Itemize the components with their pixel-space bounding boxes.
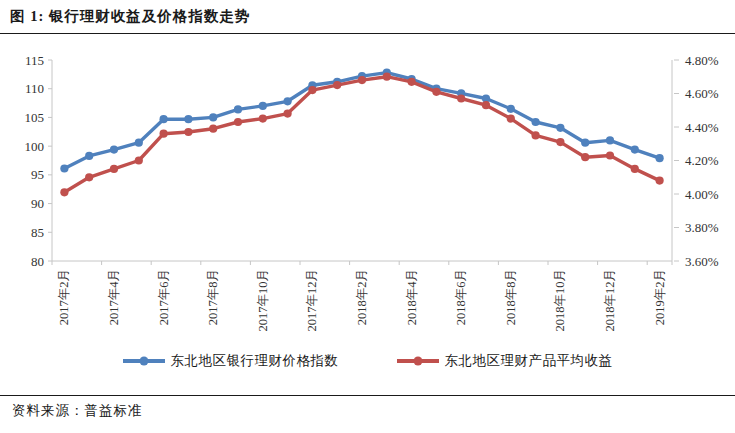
series-marker-0	[60, 164, 68, 172]
left-axis-tick-label: 80	[31, 254, 44, 269]
title-divider	[0, 33, 735, 34]
series-marker-1	[358, 76, 366, 84]
series-marker-1	[482, 101, 490, 109]
x-axis-tick-label: 2018年4月	[405, 269, 419, 325]
series-marker-0	[209, 113, 217, 121]
series-line-0	[64, 73, 659, 169]
legend-line-dot-marker-blue	[123, 359, 165, 363]
footer-divider	[0, 395, 735, 396]
series-marker-1	[308, 86, 316, 94]
left-axis-tick-label: 90	[31, 196, 44, 211]
x-axis-tick-label: 2017年10月	[256, 269, 270, 332]
series-marker-0	[234, 105, 242, 113]
series-marker-0	[606, 136, 614, 144]
series-marker-1	[556, 138, 564, 146]
left-axis-tick-label: 115	[25, 53, 44, 68]
series-marker-0	[556, 124, 564, 132]
report-figure: 图 1: 银行理财收益及价格指数走势 80 85 90 95 100 105 110 115 3…	[0, 0, 735, 433]
series-marker-1	[60, 188, 68, 196]
series-marker-1	[284, 110, 292, 118]
chart-legend: 东北地区银行理财价格指数 东北地区理财产品平均收益	[0, 352, 735, 370]
legend-label-average-yield: 东北地区理财产品平均收益	[445, 352, 613, 370]
series-marker-0	[184, 115, 192, 123]
right-axis-tick-label: 4.40%	[685, 120, 719, 135]
left-axis-tick-label: 85	[31, 225, 44, 240]
right-axis-tick-label: 4.80%	[685, 53, 719, 68]
series-marker-0	[259, 102, 267, 110]
right-axis-tick-label: 4.20%	[685, 153, 719, 168]
series-marker-1	[457, 94, 465, 102]
series-marker-1	[507, 115, 515, 123]
x-axis-tick-label: 2017年6月	[157, 269, 171, 325]
series-marker-0	[110, 146, 118, 154]
legend-item-price-index: 东北地区银行理财价格指数	[123, 352, 339, 370]
series-marker-0	[581, 139, 589, 147]
series-marker-1	[110, 165, 118, 173]
x-axis-tick-label: 2017年4月	[107, 269, 121, 325]
series-marker-1	[135, 156, 143, 164]
series-marker-0	[160, 115, 168, 123]
series-marker-1	[581, 153, 589, 161]
series-marker-1	[184, 128, 192, 136]
right-axis-tick-label: 3.80%	[685, 220, 719, 235]
series-marker-0	[507, 105, 515, 113]
left-axis-tick-label: 95	[31, 167, 44, 182]
series-marker-0	[631, 146, 639, 154]
x-axis-tick-label: 2019年2月	[653, 269, 667, 325]
right-axis-tick-label: 4.60%	[685, 86, 719, 101]
series-marker-0	[284, 97, 292, 105]
x-axis-tick-label: 2017年12月	[305, 269, 319, 332]
series-marker-1	[85, 173, 93, 181]
x-axis-tick-label: 2018年2月	[355, 269, 369, 325]
x-axis-tick-label: 2018年6月	[454, 269, 468, 325]
series-marker-1	[209, 125, 217, 133]
left-axis-tick-label: 100	[25, 139, 45, 154]
series-marker-1	[383, 73, 391, 81]
series-marker-1	[532, 131, 540, 139]
x-axis-tick-label: 2017年2月	[57, 269, 71, 325]
x-axis-tick-label: 2018年8月	[504, 269, 518, 325]
legend-item-average-yield: 东北地区理财产品平均收益	[397, 352, 613, 370]
series-marker-1	[234, 118, 242, 126]
figure-title: 图 1: 银行理财收益及价格指数走势	[10, 7, 250, 26]
series-marker-1	[160, 130, 168, 138]
line-chart: 80 85 90 95 100 105 110 115 3.60% 3.80% 4.00% 4.20%…	[0, 40, 735, 352]
legend-label-price-index: 东北地区银行理财价格指数	[171, 352, 339, 370]
series-marker-1	[408, 78, 416, 86]
x-axis-tick-label: 2017年8月	[206, 269, 220, 325]
series-marker-1	[432, 88, 440, 96]
left-axis-tick-label: 105	[25, 110, 45, 125]
x-axis-tick-label: 2018年12月	[603, 269, 617, 332]
x-axis-tick-label: 2018年10月	[553, 269, 567, 332]
series-marker-1	[333, 81, 341, 89]
series-marker-1	[259, 115, 267, 123]
series-marker-0	[135, 139, 143, 147]
series-marker-1	[606, 151, 614, 159]
right-axis-tick-label: 3.60%	[685, 254, 719, 269]
series-marker-0	[656, 154, 664, 162]
legend-line-dot-marker-red	[397, 359, 439, 363]
series-marker-1	[631, 165, 639, 173]
left-axis-tick-label: 110	[25, 81, 44, 96]
right-axis-tick-label: 4.00%	[685, 187, 719, 202]
series-marker-1	[656, 177, 664, 185]
series-marker-0	[532, 118, 540, 126]
source-note: 资料来源：普益标准	[12, 402, 143, 420]
series-marker-0	[85, 152, 93, 160]
